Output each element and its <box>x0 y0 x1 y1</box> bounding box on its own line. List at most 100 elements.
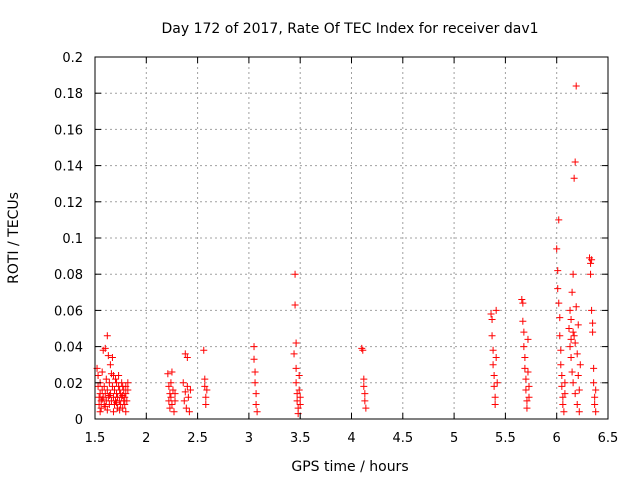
data-point <box>566 343 574 351</box>
data-point <box>103 386 111 394</box>
data-point <box>569 328 577 336</box>
data-point <box>165 397 173 405</box>
data-point <box>554 285 562 293</box>
data-point <box>490 382 498 390</box>
data-point <box>252 390 260 398</box>
data-point <box>202 401 210 409</box>
data-point <box>100 382 108 390</box>
data-point <box>554 267 562 275</box>
data-point <box>295 386 303 394</box>
data-point <box>360 375 368 383</box>
data-point <box>169 386 177 394</box>
data-point <box>558 372 566 380</box>
data-point <box>588 306 596 314</box>
x-tick-label: 2 <box>142 431 150 446</box>
x-tick-label: 4.5 <box>392 431 413 446</box>
data-point <box>523 404 531 412</box>
data-point <box>590 379 598 387</box>
data-point <box>186 386 194 394</box>
data-point <box>200 346 208 354</box>
data-point <box>179 379 187 387</box>
data-point <box>119 404 127 412</box>
data-point <box>167 393 175 401</box>
data-point <box>164 370 172 378</box>
data-point <box>491 393 499 401</box>
data-point <box>492 353 500 361</box>
data-point <box>183 382 191 390</box>
data-point <box>519 299 527 307</box>
data-point <box>565 325 573 332</box>
data-point <box>522 386 530 394</box>
data-point <box>568 288 576 296</box>
data-point <box>575 386 583 394</box>
x-tick-label: 3.5 <box>290 431 311 446</box>
data-point <box>96 408 104 416</box>
data-point <box>201 382 209 390</box>
data-point <box>102 375 110 383</box>
data-point <box>521 364 529 372</box>
data-point <box>98 395 106 403</box>
data-point <box>171 390 179 398</box>
data-point <box>523 397 531 405</box>
data-point <box>518 296 526 304</box>
data-point <box>520 328 528 336</box>
data-point <box>525 393 533 401</box>
data-point <box>251 368 259 376</box>
data-point <box>123 397 131 405</box>
data-point <box>573 350 581 358</box>
y-tick-label: 0.14 <box>54 160 83 175</box>
data-point <box>180 397 188 405</box>
data-point <box>591 393 599 401</box>
x-tick-label: 5 <box>450 431 458 446</box>
data-point <box>555 299 563 307</box>
data-point <box>202 393 210 401</box>
x-tick-label: 5.5 <box>495 431 516 446</box>
data-point <box>293 390 301 398</box>
y-tick-label: 0 <box>75 413 83 428</box>
data-point <box>104 352 112 360</box>
x-tick-label: 6.5 <box>598 431 619 446</box>
y-tick-label: 0.06 <box>54 304 83 319</box>
data-point <box>250 355 258 363</box>
data-point <box>118 379 126 387</box>
data-point <box>522 375 530 383</box>
data-point <box>251 379 259 387</box>
data-point <box>361 397 369 405</box>
data-point <box>556 314 564 322</box>
data-point <box>553 245 561 253</box>
data-point <box>591 401 599 409</box>
grid <box>95 57 608 419</box>
x-tick-label: 3 <box>245 431 253 446</box>
data-point <box>361 390 369 398</box>
y-tick-label: 0.12 <box>54 196 83 211</box>
data-point <box>588 256 596 264</box>
data-point <box>573 401 581 409</box>
x-tick-label: 6 <box>553 431 561 446</box>
data-point <box>168 368 176 376</box>
data-point <box>183 353 191 361</box>
data-point <box>589 328 597 336</box>
y-tick-label: 0.02 <box>54 377 83 392</box>
data-point <box>574 321 582 329</box>
data-point <box>253 408 261 416</box>
data-point <box>105 391 113 399</box>
data-point <box>569 270 577 278</box>
data-point <box>292 364 300 372</box>
y-tick-label: 0.2 <box>62 51 83 66</box>
data-point <box>252 401 260 409</box>
x-tick-label: 1.5 <box>85 431 106 446</box>
data-point <box>487 310 495 318</box>
data-point <box>97 404 105 412</box>
data-point <box>103 332 111 340</box>
data-point <box>360 382 368 390</box>
data-point <box>168 401 176 409</box>
data-point <box>121 401 129 409</box>
x-tick-label: 4 <box>347 431 355 446</box>
data-point <box>493 379 501 387</box>
y-tick-label: 0.08 <box>54 268 83 283</box>
data-point <box>524 368 532 376</box>
data-point <box>94 372 102 380</box>
data-point <box>167 379 175 387</box>
data-point <box>557 361 565 369</box>
data-point <box>359 346 367 354</box>
